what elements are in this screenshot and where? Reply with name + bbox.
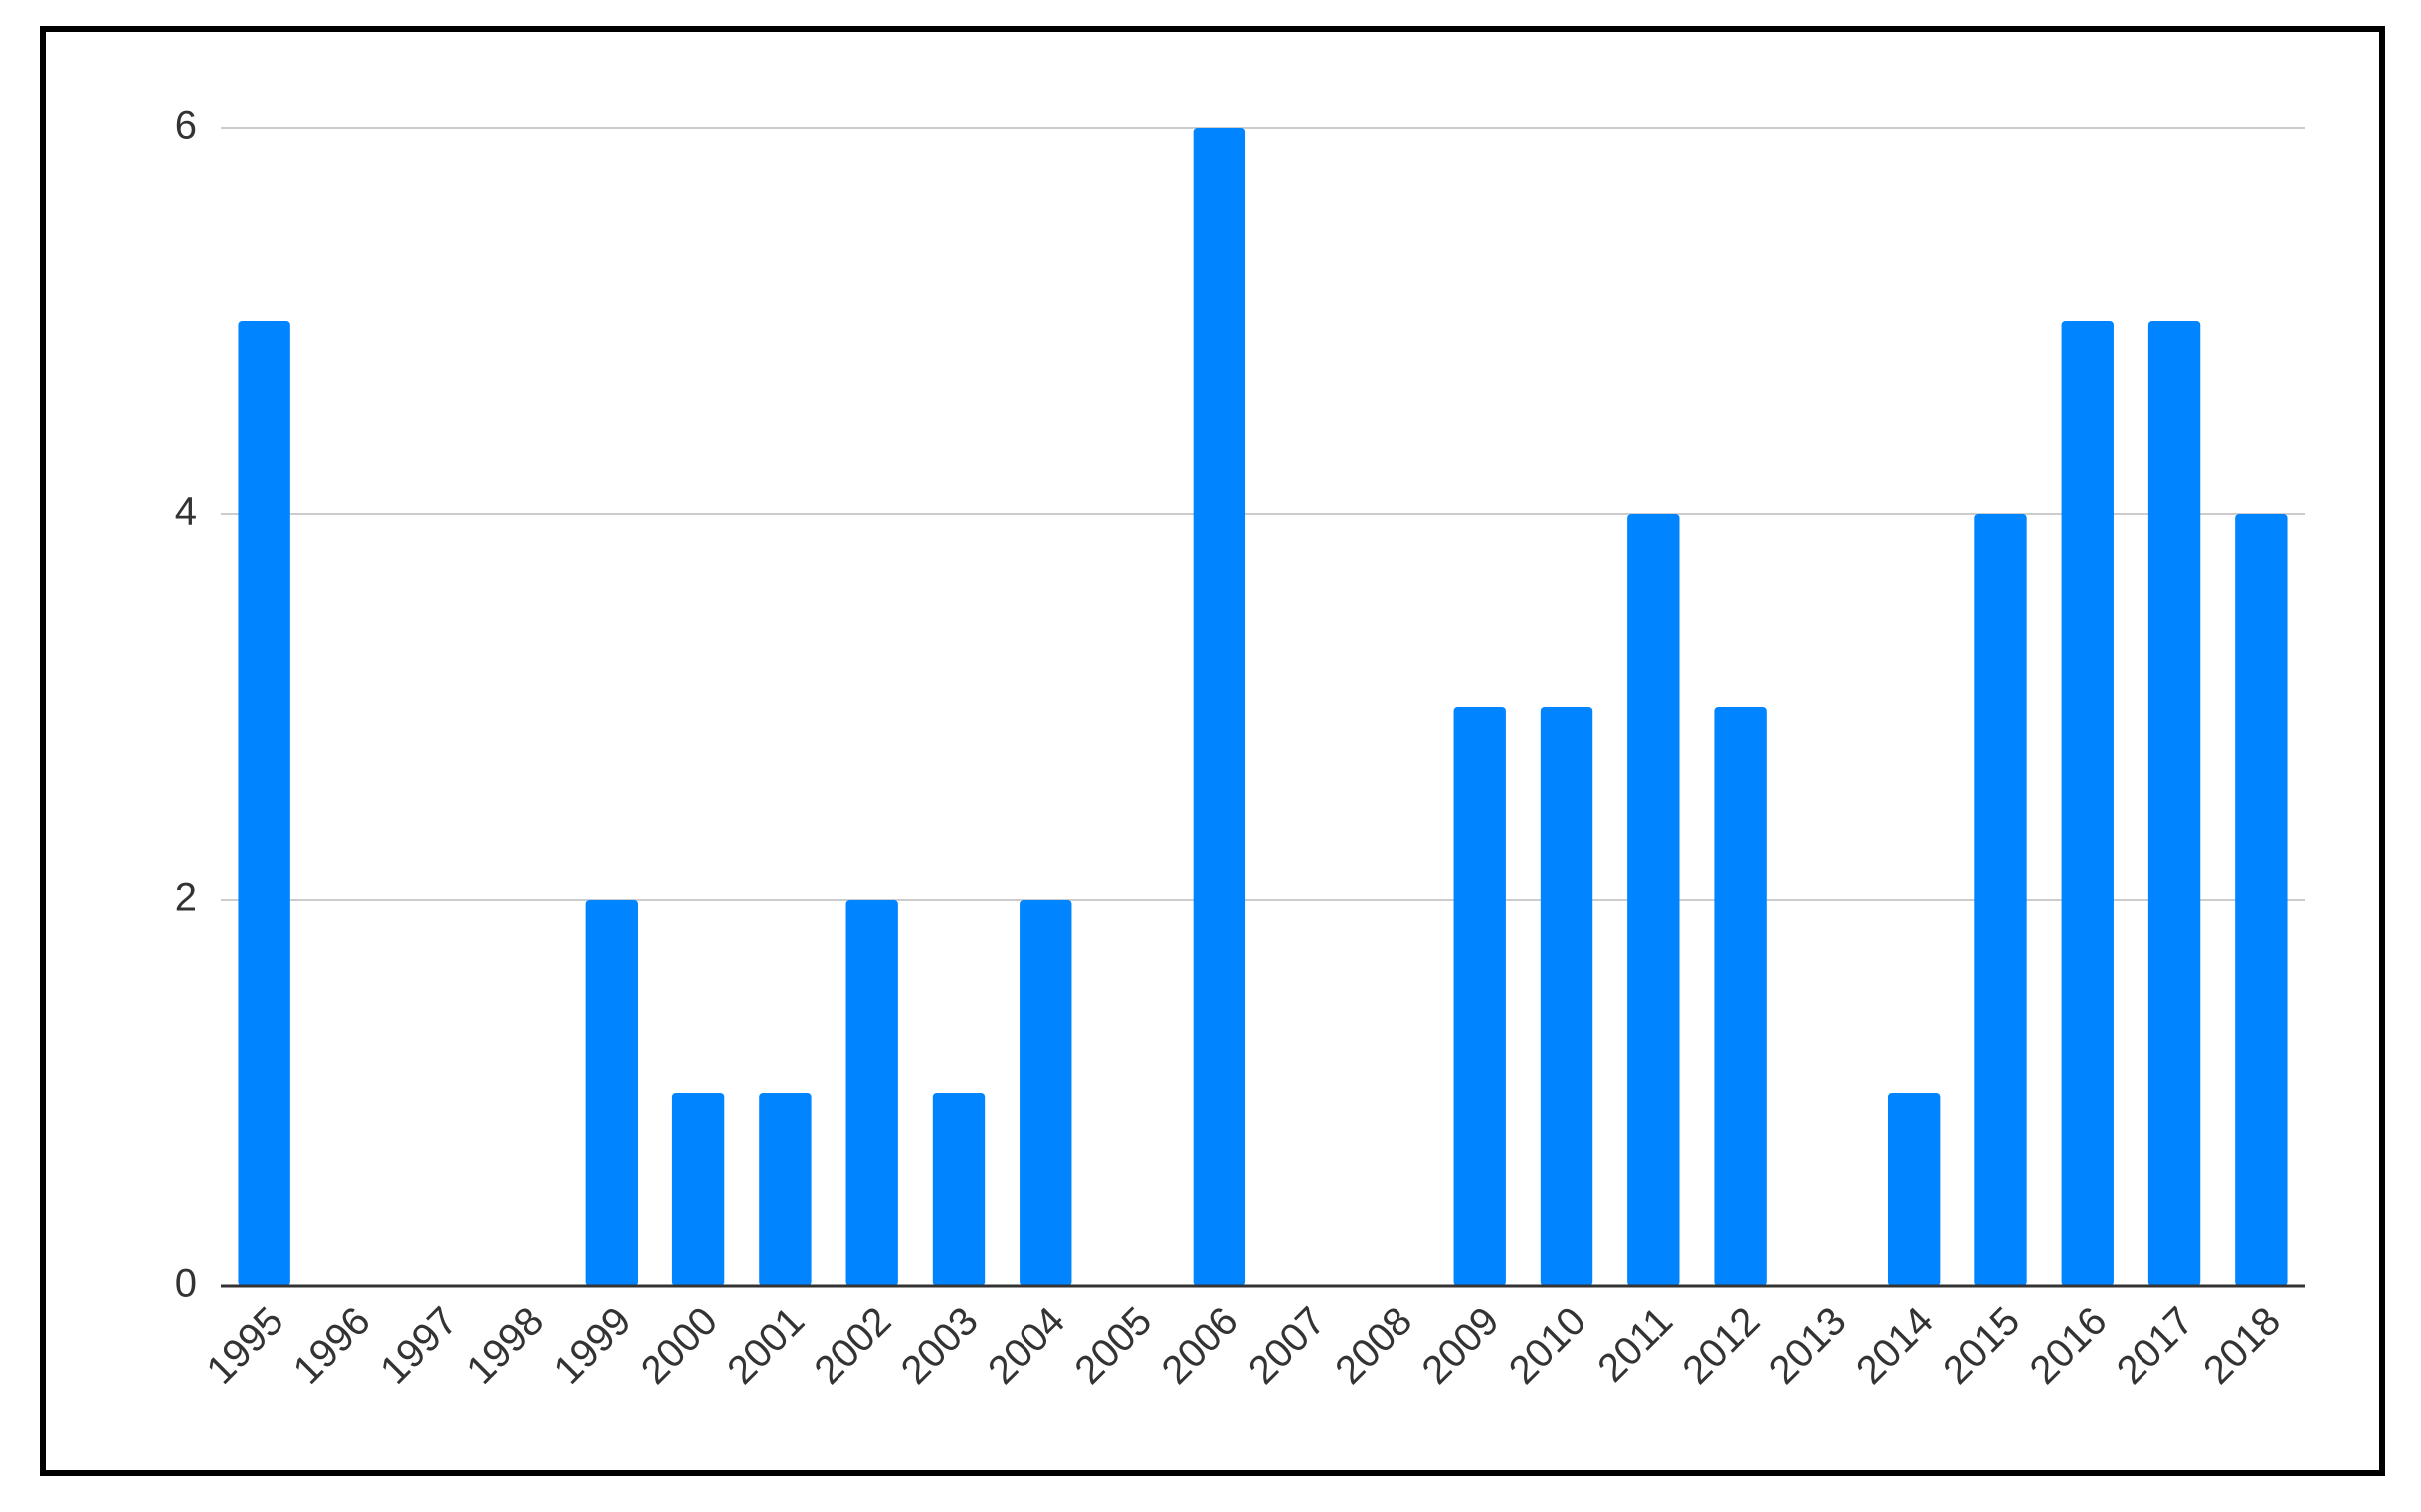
bar	[671, 1093, 725, 1286]
bar	[1193, 128, 1246, 1286]
bar	[1974, 514, 2027, 1286]
bar	[1453, 707, 1506, 1286]
bar	[1714, 707, 1767, 1286]
bar	[238, 321, 290, 1286]
bar	[1627, 514, 1680, 1286]
bar	[759, 1093, 812, 1286]
y-tick-label: 2	[175, 876, 197, 920]
bar	[932, 1093, 986, 1286]
bar	[1020, 900, 1072, 1286]
bar	[2061, 321, 2114, 1286]
y-tick-label: 6	[175, 104, 197, 148]
bar	[2235, 514, 2288, 1286]
bar	[1540, 707, 1593, 1286]
bar	[1888, 1093, 1941, 1286]
y-tick-label: 0	[175, 1262, 197, 1306]
bar	[585, 900, 638, 1286]
y-tick-label: 4	[175, 490, 197, 534]
bar	[2147, 321, 2201, 1286]
bar	[845, 900, 898, 1286]
